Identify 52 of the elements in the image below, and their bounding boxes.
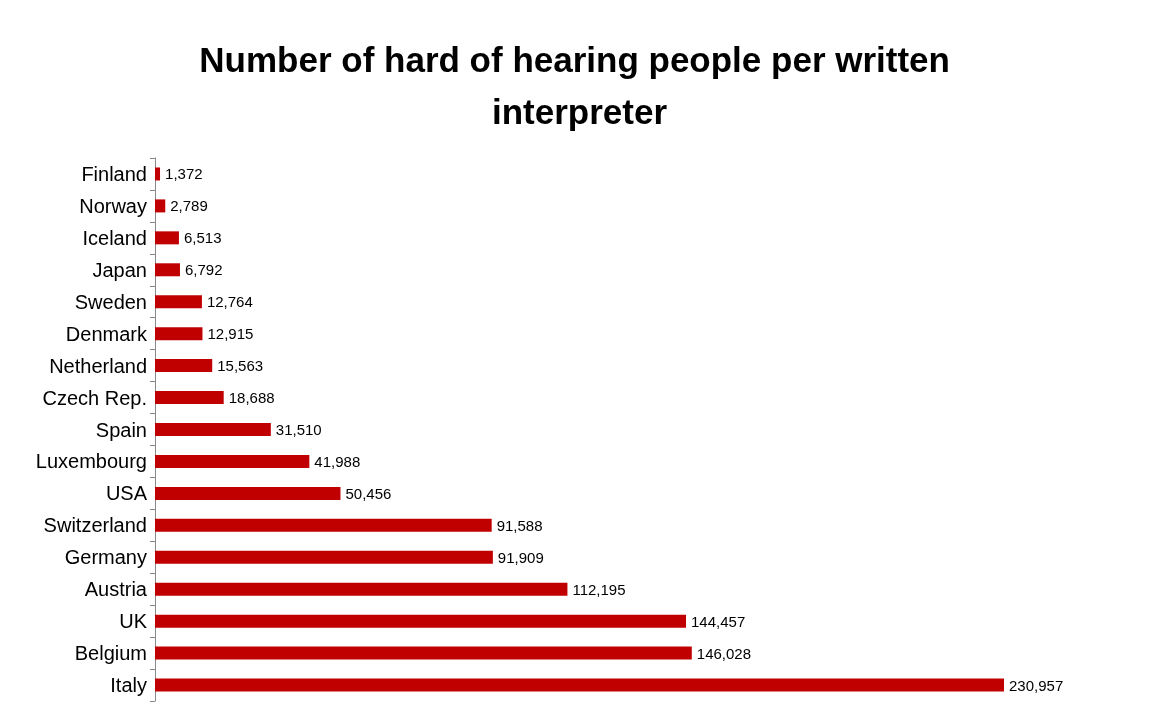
y-tick-label: Austria	[84, 578, 148, 601]
data-label: 91,588	[496, 516, 543, 534]
y-tick-label: Netherland	[49, 354, 147, 377]
y-tick-label: USA	[105, 482, 148, 505]
bar	[155, 454, 310, 468]
data-label: 12,915	[207, 325, 254, 343]
bar	[155, 295, 202, 309]
bar	[155, 359, 213, 373]
y-tick-label: Denmark	[65, 322, 148, 345]
data-label: 6,513	[183, 229, 222, 247]
y-tick-label: Belgium	[74, 642, 147, 665]
y-tick-label: UK	[119, 610, 148, 633]
bar	[155, 391, 224, 405]
data-label: 6,792	[184, 261, 223, 279]
data-label: 112,195	[572, 580, 626, 598]
y-tick-label: Japan	[92, 258, 147, 281]
y-tick-label: Sweden	[74, 290, 147, 313]
bar	[155, 550, 493, 564]
data-label: 2,789	[170, 197, 208, 215]
y-tick-label: Finland	[81, 162, 147, 185]
y-tick-label: Luxembourg	[35, 450, 147, 473]
y-tick-label: Spain	[95, 418, 147, 441]
bar	[155, 582, 568, 596]
chart-title: Number of hard of hearing people per written interpreter	[199, 39, 960, 131]
data-label: 41,988	[314, 452, 361, 470]
bar	[155, 327, 203, 341]
y-tick-label: Switzerland	[43, 514, 147, 537]
y-tick-label: Iceland	[82, 226, 147, 249]
data-label: 144,457	[691, 612, 746, 630]
bar	[155, 167, 161, 181]
data-label: 1,372	[165, 165, 203, 183]
data-label: 12,764	[206, 293, 253, 311]
bar	[155, 263, 180, 277]
data-label: 146,028	[696, 644, 752, 662]
bar	[155, 423, 271, 436]
y-tick-label: Italy	[110, 674, 147, 697]
y-tick-label: Norway	[79, 194, 147, 217]
bar	[155, 231, 179, 245]
bar	[155, 486, 341, 500]
data-label: 31,510	[275, 421, 322, 438]
bar	[155, 199, 166, 213]
data-label: 15,563	[217, 357, 264, 375]
y-tick-label: Germany	[64, 546, 147, 569]
bar	[155, 518, 492, 532]
y-tick-label: Czech Rep.	[42, 386, 147, 409]
data-label: 50,456	[345, 484, 392, 502]
bar	[155, 678, 1004, 692]
data-label: 91,909	[497, 548, 544, 566]
bar	[155, 646, 692, 660]
bar	[155, 614, 687, 628]
data-label: 230,957	[1009, 676, 1064, 694]
data-label: 18,688	[228, 389, 275, 407]
